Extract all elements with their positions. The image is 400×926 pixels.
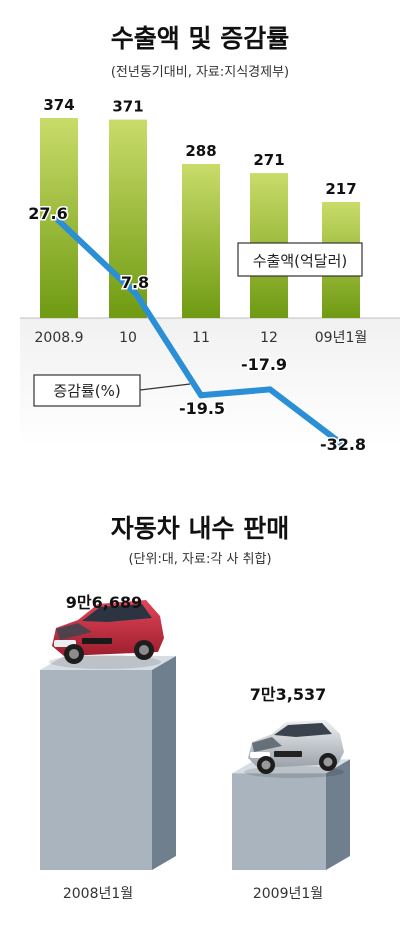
rate-point: [133, 290, 139, 297]
rate-value-label: -32.8: [320, 435, 366, 454]
rate-point: [198, 392, 204, 399]
rate-point: [340, 441, 346, 448]
sales-value-label: 7만3,537: [250, 685, 326, 704]
export-bar-value-label: 271: [253, 151, 284, 169]
line-legend-box: 증감률(%): [33, 374, 191, 407]
export-category-labels: 2008.9 10 11 12 09년1월: [35, 330, 368, 346]
sales-chart-title: 자동차 내수 판매: [111, 514, 289, 543]
export-category-label: 2008.9: [35, 330, 84, 346]
bar-legend-label: 수출액(억달러): [253, 252, 348, 270]
rate-value-label: 27.6: [28, 204, 67, 223]
export-category-label: 09년1월: [315, 330, 367, 346]
sales-value-labels: 9만6,689 7만3,537: [66, 593, 326, 704]
export-bar-value-label: 288: [185, 142, 216, 160]
export-bar-value-label: 217: [325, 180, 356, 198]
sales-chart: 자동차 내수 판매 (단위:대, 자료:각 사 취합): [40, 514, 350, 902]
export-category-label: 12: [260, 330, 278, 346]
rate-value-label: -19.5: [179, 399, 225, 418]
export-category-label: 11: [192, 330, 210, 346]
sales-value-label: 9만6,689: [66, 593, 142, 612]
sales-category-label: 2008년1월: [63, 886, 133, 902]
export-chart-title: 수출액 및 증감률: [111, 24, 289, 53]
export-chart-subtitle: (전년동기대비, 자료:지식경제부): [111, 65, 289, 80]
export-bar-value-label: 374: [43, 96, 74, 114]
silver-car-icon: [244, 720, 344, 778]
rate-value-label: 7.8: [121, 273, 149, 292]
line-legend-label: 증감률(%): [53, 382, 120, 400]
rate-point: [267, 386, 273, 393]
rate-line-series: [55, 217, 346, 448]
red-car-icon: [49, 600, 164, 669]
rate-value-label: -17.9: [241, 355, 287, 374]
bar-legend-box: 수출액(억달러): [237, 242, 363, 277]
export-bar-value-label: 371: [112, 98, 143, 116]
sales-category-label: 2009년1월: [253, 886, 323, 902]
export-category-label: 10: [119, 330, 137, 346]
export-chart: 수출액 및 증감률 (전년동기대비, 자료:지식경제부) 374 371 288 27…: [20, 24, 400, 456]
sales-boxes: [40, 656, 350, 870]
sales-box: [40, 656, 176, 870]
rate-value-labels: 27.6 7.8 -19.5 -17.9 -32.8: [27, 203, 368, 456]
sales-box: [232, 759, 350, 870]
sales-category-labels: 2008년1월 2009년1월: [63, 886, 323, 902]
export-bar: [182, 163, 220, 318]
export-bar-value-labels: 374 371 288 271 217: [43, 96, 356, 198]
rate-point: [55, 217, 61, 224]
sales-chart-subtitle: (단위:대, 자료:각 사 취합): [128, 552, 271, 567]
